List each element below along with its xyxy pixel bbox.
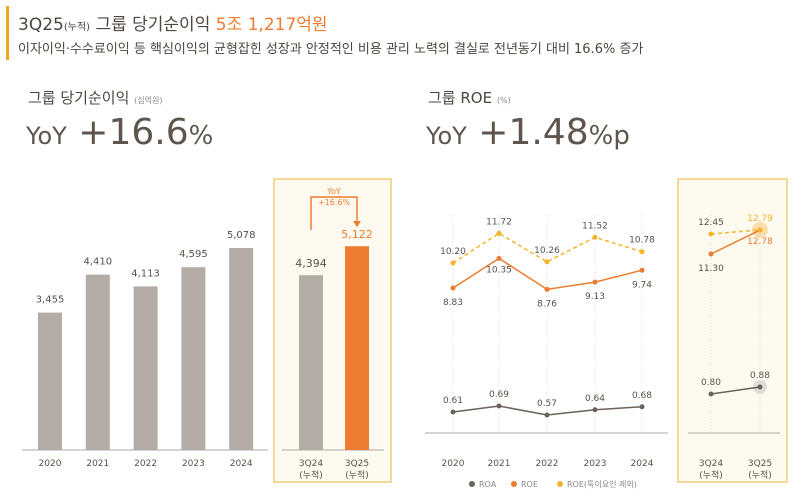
bar-2022 bbox=[133, 286, 158, 450]
point-label: 0.69 bbox=[489, 390, 509, 400]
point-label: 11.52 bbox=[582, 221, 608, 231]
legend-marker bbox=[469, 481, 475, 487]
bar-2023 bbox=[181, 267, 206, 450]
legend-label: ROE(특이요인 제외) bbox=[567, 479, 637, 489]
yoy-annotation: YoY bbox=[326, 187, 341, 196]
point-label: 0.61 bbox=[443, 396, 463, 406]
bar-label: 4,113 bbox=[131, 268, 160, 279]
point-ROE bbox=[592, 279, 598, 285]
bar-2021 bbox=[85, 274, 110, 450]
point-ROE(특이요인 제외) bbox=[708, 231, 714, 237]
point-label: 10.78 bbox=[629, 236, 655, 246]
yoy-annotation: +16.6% bbox=[318, 198, 351, 207]
right-chart-title: 그룹 ROE (%) bbox=[428, 89, 511, 107]
x-tick-label: 2022 bbox=[134, 459, 157, 469]
point-ROA bbox=[708, 391, 714, 397]
title-accent-bar bbox=[6, 6, 9, 60]
point-label: 10.35 bbox=[486, 265, 512, 275]
bar-label: 5,122 bbox=[341, 228, 373, 241]
point-label: 12.78 bbox=[747, 237, 773, 247]
bar-2024 bbox=[229, 248, 254, 450]
point-ROA bbox=[639, 404, 645, 410]
x-tick-label: 3Q25 bbox=[748, 459, 772, 469]
point-label: 10.20 bbox=[440, 247, 466, 257]
x-tick-label: (누적) bbox=[699, 469, 723, 481]
bar-3Q25 bbox=[345, 246, 369, 450]
point-label: 10.26 bbox=[534, 246, 560, 256]
point-label: 11.30 bbox=[698, 264, 724, 274]
x-tick-label: 2021 bbox=[86, 459, 109, 469]
x-tick-label: 2020 bbox=[39, 459, 62, 469]
line-ROE(특이요인 제외) bbox=[452, 232, 643, 264]
bar-label: 4,394 bbox=[295, 257, 327, 270]
left-chart-title: 그룹 당기순이익 (십억원) bbox=[28, 89, 163, 107]
x-tick-label: 2023 bbox=[584, 459, 607, 469]
highlight-box-left bbox=[273, 178, 392, 483]
point-ROA bbox=[544, 412, 550, 418]
legend-marker bbox=[511, 481, 517, 487]
point-ROE bbox=[639, 267, 645, 273]
point-ROA bbox=[496, 403, 502, 409]
point-ROA bbox=[450, 409, 456, 415]
point-ROE bbox=[496, 255, 502, 261]
x-tick-label: 2021 bbox=[488, 459, 511, 469]
point-ROE bbox=[544, 286, 550, 292]
x-tick-label: 2023 bbox=[182, 459, 205, 469]
point-ROE(특이요인 제외) bbox=[757, 227, 763, 233]
point-label: 11.72 bbox=[486, 217, 512, 227]
x-tick-label: 2024 bbox=[631, 459, 654, 469]
point-label: 0.57 bbox=[537, 399, 557, 409]
point-ROE(특이요인 제외) bbox=[496, 230, 502, 236]
x-tick-label: 2020 bbox=[442, 459, 465, 469]
point-label: 8.76 bbox=[537, 299, 557, 309]
point-label: 0.80 bbox=[701, 378, 721, 388]
yoy-arrow bbox=[310, 196, 358, 230]
page-subtitle: 이자이익·수수료이익 등 핵심이익의 균형잡힌 성장과 안정적인 비용 관리 노… bbox=[18, 42, 644, 57]
point-label: 12.45 bbox=[698, 218, 724, 228]
point-label: 0.64 bbox=[585, 394, 605, 404]
x-tick-label: (누적) bbox=[345, 469, 369, 481]
x-tick-label: (누적) bbox=[748, 469, 772, 481]
point-label: 9.13 bbox=[585, 292, 605, 302]
point-ROE(특이요인 제외) bbox=[544, 259, 550, 265]
point-ROE(특이요인 제외) bbox=[639, 249, 645, 255]
page-title: 3Q25(누적) 그룹 당기순이익 5조 1,217억원 bbox=[18, 15, 328, 35]
point-label: 0.88 bbox=[750, 371, 770, 381]
line-ROE bbox=[710, 229, 761, 255]
point-ROE bbox=[450, 285, 456, 291]
x-tick-label: 3Q25 bbox=[345, 459, 369, 469]
bar-2020 bbox=[38, 312, 62, 450]
right-yoy: YoY +1.48%p bbox=[426, 112, 630, 153]
bar-label: 4,595 bbox=[179, 249, 208, 260]
legend-marker bbox=[557, 481, 563, 487]
point-label: 0.68 bbox=[632, 391, 652, 401]
bar-3Q24 bbox=[299, 275, 323, 450]
point-label: 8.83 bbox=[443, 298, 463, 308]
point-ROA bbox=[757, 384, 763, 390]
highlight-box-right bbox=[677, 178, 788, 483]
bar-label: 3,455 bbox=[36, 295, 65, 306]
x-tick-label: 2024 bbox=[230, 459, 253, 469]
point-ROA bbox=[592, 407, 598, 413]
bar-label: 5,078 bbox=[227, 230, 256, 241]
point-label: 12.79 bbox=[747, 214, 773, 224]
x-tick-label: 3Q24 bbox=[699, 459, 724, 469]
x-tick-label: 3Q24 bbox=[299, 459, 324, 469]
legend-label: ROE bbox=[521, 480, 538, 489]
yoy-arrowhead bbox=[353, 221, 361, 227]
x-tick-label: 2022 bbox=[536, 459, 559, 469]
left-yoy: YoY +16.6% bbox=[26, 112, 214, 153]
point-label: 9.74 bbox=[632, 280, 652, 290]
line-ROA bbox=[710, 386, 761, 395]
point-ROE bbox=[708, 251, 714, 257]
point-ROE(특이요인 제외) bbox=[592, 234, 598, 240]
point-ROE(특이요인 제외) bbox=[450, 260, 456, 266]
legend-label: ROA bbox=[479, 480, 497, 489]
line-ROE(특이요인 제외) bbox=[710, 229, 761, 235]
x-tick-label: (누적) bbox=[299, 469, 323, 481]
bar-label: 4,410 bbox=[83, 257, 112, 268]
